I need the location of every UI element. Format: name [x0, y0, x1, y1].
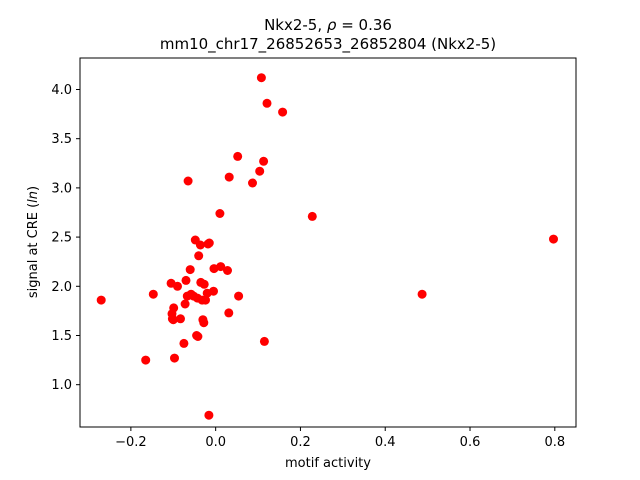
data-point-41	[224, 172, 234, 182]
y-axis-label-suffix: )	[26, 186, 41, 191]
data-point-15	[183, 176, 193, 186]
data-point-16	[185, 265, 195, 275]
y-axis-label-italic: ln	[26, 191, 41, 203]
data-point-52	[417, 289, 427, 299]
y-tick-label-3: 2.5	[51, 231, 72, 246]
chart-title-line2: mm10_chr17_26852653_26852804 (Nkx2-5)	[160, 35, 496, 54]
x-tick-label-5: 0.8	[544, 435, 565, 450]
data-point-11	[179, 338, 189, 348]
y-axis-label: signal at CRE (ln)	[26, 186, 41, 298]
data-point-2	[148, 289, 158, 299]
data-point-0	[96, 295, 106, 305]
data-point-47	[259, 156, 269, 166]
x-tick-label-3: 0.4	[375, 435, 396, 450]
y-tick-label-1: 1.5	[51, 329, 72, 344]
data-point-40	[224, 308, 234, 318]
data-point-7	[169, 303, 179, 313]
title-gene: Nkx2-5,	[264, 16, 327, 34]
data-point-28	[199, 318, 209, 328]
data-point-48	[259, 336, 269, 346]
y-tick-label-6: 4.0	[51, 83, 72, 98]
data-point-12	[180, 299, 190, 309]
data-point-44	[248, 178, 257, 188]
title-rho-value: = 0.36	[336, 16, 392, 34]
data-point-30	[201, 295, 210, 305]
data-point-10	[176, 314, 185, 324]
data-point-1	[141, 355, 151, 365]
title-rho-symbol: ρ	[327, 16, 337, 34]
y-tick-label-5: 3.5	[51, 132, 72, 147]
data-point-51	[307, 211, 317, 221]
data-point-37	[215, 209, 225, 218]
data-point-23	[194, 251, 204, 261]
data-point-8	[170, 353, 179, 363]
data-point-22	[193, 332, 203, 341]
data-point-45	[255, 166, 265, 176]
x-tick-label-4: 0.6	[460, 435, 481, 450]
data-point-6	[168, 315, 178, 325]
data-point-50	[278, 107, 288, 117]
x-axis-label: motif activity	[285, 456, 371, 471]
data-point-9	[173, 281, 182, 291]
data-point-49	[262, 98, 272, 108]
data-point-35	[209, 286, 218, 296]
y-axis-label-prefix: signal at CRE (	[26, 203, 41, 298]
data-point-13	[181, 275, 191, 285]
plot-frame	[79, 57, 577, 428]
data-point-38	[216, 262, 226, 272]
data-point-29	[199, 279, 209, 289]
data-point-39	[223, 266, 232, 275]
chart-title-line1: Nkx2-5, ρ = 0.36	[264, 16, 392, 34]
data-point-42	[233, 151, 243, 161]
data-point-46	[256, 73, 266, 83]
x-tick-label-0: −0.2	[115, 435, 147, 450]
y-tick-label-2: 2.0	[51, 280, 72, 295]
x-tick-label-1: 0.0	[205, 435, 226, 450]
data-point-33	[204, 238, 214, 248]
y-axis-ticks: 1.0 1.5 2.0 2.5 3.0 3.5 4.0	[51, 83, 80, 393]
x-axis-ticks: −0.2 0.0 0.2 0.4 0.6 0.8	[115, 427, 565, 450]
data-point-24	[195, 240, 205, 250]
y-tick-label-0: 1.0	[51, 378, 72, 393]
y-tick-label-4: 3.0	[51, 181, 72, 196]
data-point-53	[549, 234, 558, 244]
data-point-34	[204, 410, 214, 420]
points-layer	[96, 73, 558, 420]
data-point-43	[234, 291, 244, 301]
x-tick-label-2: 0.2	[290, 435, 311, 450]
